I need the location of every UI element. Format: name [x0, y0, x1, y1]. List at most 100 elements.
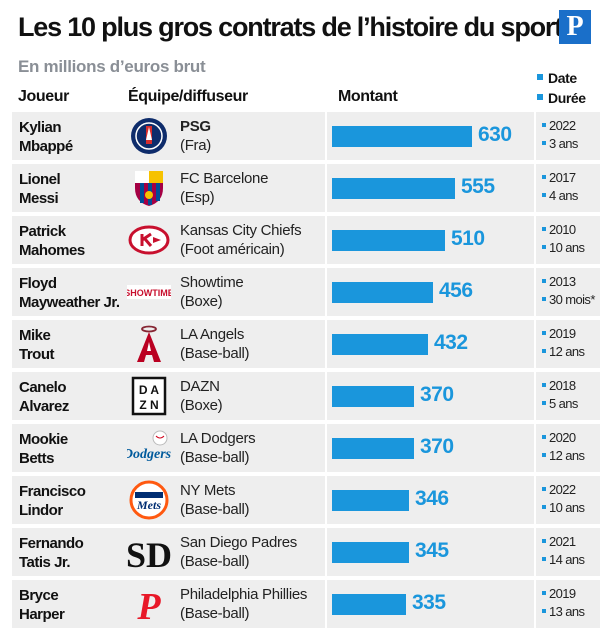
player-first-name: Francisco	[19, 483, 86, 500]
svg-text:Mets: Mets	[136, 498, 161, 512]
bullet-marker	[542, 227, 546, 231]
date-duration-cell: 2010 10 ans	[536, 216, 600, 264]
contract-duration: 3 ans	[549, 136, 578, 151]
amount-cell: 370	[327, 372, 534, 420]
team-category: (Fra)	[180, 137, 211, 154]
team-name: LA Angels	[180, 326, 245, 343]
amount-cell: 456	[327, 268, 534, 316]
bar-value-label: 456	[439, 279, 473, 302]
date-line: 2010	[542, 221, 600, 239]
team-text: Kansas City Chiefs (Foot américain)	[180, 221, 302, 259]
date-duration-cell: 2019 13 ans	[536, 580, 600, 628]
amount-cell: 370	[327, 424, 534, 472]
contract-date: 2013	[549, 274, 576, 289]
player-first-name: Bryce	[19, 587, 59, 604]
angels-logo	[126, 324, 171, 364]
team-name: San Diego Padres	[180, 534, 297, 551]
dodgers-logo: Dodgers	[126, 428, 171, 468]
date-line: 2022	[542, 481, 600, 499]
player-cell: Kylian Mbappé	[12, 112, 124, 160]
player-first-name: Mike	[19, 327, 51, 344]
team-text: LA Dodgers (Base-ball)	[180, 429, 256, 467]
player-last-name: Harper	[19, 606, 65, 623]
amount-cell: 346	[327, 476, 534, 524]
player-first-name: Canelo	[19, 379, 67, 396]
bar-value-label: 335	[412, 591, 446, 614]
table-row: Mookie Betts Dodgers LA Dodgers (Base-ball) 3…	[0, 424, 600, 472]
svg-text:Z N: Z N	[139, 398, 158, 412]
player-cell: Bryce Harper	[12, 580, 124, 628]
contract-duration: 14 ans	[549, 552, 585, 567]
amount-cell: 510	[327, 216, 534, 264]
team-cell: Dodgers LA Dodgers (Base-ball)	[122, 424, 325, 472]
bullet-marker	[542, 401, 546, 405]
player-cell: Floyd Mayweather Jr.	[12, 268, 124, 316]
phillies-logo: P	[126, 584, 171, 624]
player-last-name: Mbappé	[19, 138, 73, 155]
bar-value-label: 370	[420, 383, 454, 406]
column-header-team: Équipe/diffuseur	[128, 88, 248, 105]
player-first-name: Lionel	[19, 171, 61, 188]
date-line: 2021	[542, 533, 600, 551]
contract-date: 2021	[549, 534, 576, 549]
contract-date: 2017	[549, 170, 576, 185]
team-category: (Base-ball)	[180, 345, 250, 362]
amount-cell: 335	[327, 580, 534, 628]
duration-line: 4 ans	[542, 187, 600, 205]
player-last-name: Betts	[19, 450, 55, 467]
player-first-name: Patrick	[19, 223, 66, 240]
player-first-name: Floyd	[19, 275, 57, 292]
player-cell: Patrick Mahomes	[12, 216, 124, 264]
bar	[332, 542, 409, 563]
contract-duration: 30 mois*	[549, 292, 595, 307]
bullet-marker	[542, 349, 546, 353]
player-cell: Francisco Lindor	[12, 476, 124, 524]
table-row: Fernando Tatis Jr. SD San Diego Padres (Base…	[0, 528, 600, 576]
bar-value-label: 345	[415, 539, 449, 562]
bar-value-label: 510	[451, 227, 485, 250]
player-last-name: Mahomes	[19, 242, 85, 259]
table-row: Mike Trout LA Angels (Base-ball) 432 2019 12 a…	[0, 320, 600, 368]
team-name: LA Dodgers	[180, 430, 256, 447]
duration-line: 14 ans	[542, 551, 600, 569]
contract-date: 2020	[549, 430, 576, 445]
team-text: San Diego Padres (Base-ball)	[180, 533, 297, 571]
amount-cell: 432	[327, 320, 534, 368]
bar	[332, 594, 406, 615]
amount-cell: 345	[327, 528, 534, 576]
bar-value-label: 346	[415, 487, 449, 510]
bar	[332, 282, 433, 303]
date-line: 2018	[542, 377, 600, 395]
team-name: PSG	[180, 118, 211, 135]
contract-date: 2022	[549, 482, 576, 497]
contract-date: 2018	[549, 378, 576, 393]
team-category: (Boxe)	[180, 397, 223, 414]
contract-duration: 10 ans	[549, 500, 585, 515]
team-category: (Base-ball)	[180, 501, 250, 518]
bullet-marker	[542, 297, 546, 301]
mets-logo: Mets	[126, 480, 171, 520]
bar	[332, 178, 455, 199]
bullet-marker	[542, 245, 546, 249]
player-last-name: Mayweather Jr.	[19, 294, 120, 311]
bar	[332, 438, 414, 459]
team-text: DAZN (Boxe)	[180, 377, 223, 415]
player-cell: Mike Trout	[12, 320, 124, 368]
column-header-player: Joueur	[18, 88, 69, 105]
team-name: Kansas City Chiefs	[180, 222, 302, 239]
table-row: Floyd Mayweather Jr. SHOWTIME Showtime (Boxe…	[0, 268, 600, 316]
date-line: 2013	[542, 273, 600, 291]
team-cell: FC Barcelone (Esp)	[122, 164, 325, 212]
player-cell: Canelo Alvarez	[12, 372, 124, 420]
bullet-marker	[542, 193, 546, 197]
amount-cell: 630	[327, 112, 534, 160]
legend: Date Durée	[537, 68, 586, 108]
contract-date: 2022	[549, 118, 576, 133]
date-line: 2020	[542, 429, 600, 447]
table-row: Kylian Mbappé PSG (Fra) 630 2022 3 ans	[0, 112, 600, 160]
team-cell: P Philadelphia Phillies (Base-ball)	[122, 580, 325, 628]
contract-duration: 10 ans	[549, 240, 585, 255]
duration-line: 12 ans	[542, 447, 600, 465]
